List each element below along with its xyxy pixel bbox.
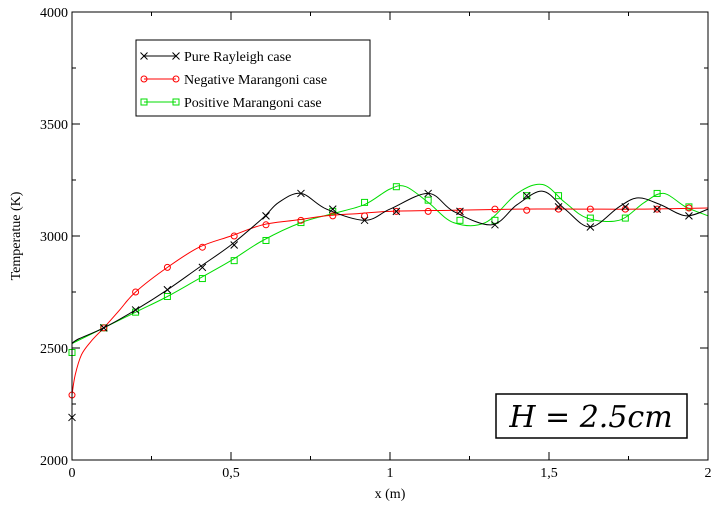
data-point — [522, 191, 531, 200]
data-point — [491, 216, 499, 224]
legend-marker — [140, 75, 148, 83]
series-line — [71, 183, 709, 344]
data-point — [262, 236, 270, 244]
data-point — [361, 198, 369, 206]
data-point — [132, 288, 140, 296]
data-point — [230, 241, 239, 249]
data-point — [456, 216, 464, 224]
legend-item: Pure Rayleigh case — [140, 50, 291, 65]
data-point — [621, 214, 629, 222]
data-point — [163, 285, 172, 294]
data-point — [360, 216, 369, 225]
data-point — [523, 206, 531, 214]
legend-marker — [172, 75, 180, 83]
x-tick-label: 2 — [705, 466, 712, 481]
data-point — [555, 192, 563, 200]
data-point — [392, 207, 400, 215]
data-point — [329, 212, 337, 220]
y-tick-label: 4000 — [40, 6, 68, 21]
x-axis-label: x (m) — [375, 487, 406, 502]
legend-items: Pure Rayleigh case Negative Marangoni cas… — [140, 50, 327, 111]
data-point — [262, 221, 270, 229]
data-point — [424, 196, 432, 204]
data-point — [424, 189, 433, 198]
legend-marker — [172, 98, 180, 106]
data-point — [328, 205, 337, 213]
data-point — [198, 243, 206, 251]
series-layer — [68, 183, 709, 422]
data-point — [163, 263, 171, 271]
annotation-text: H = 2.5cm — [508, 400, 672, 435]
tick-labels: 0 0,5 1 1,5 2 2000 2500 3000 3500 4000 — [40, 6, 712, 481]
tick-marks — [71, 11, 709, 461]
x-tick-label: 1 — [387, 466, 394, 481]
legend: Pure Rayleigh case Negative Marangoni cas… — [135, 39, 371, 117]
data-point — [456, 207, 464, 216]
series-1 — [68, 189, 709, 422]
data-point — [198, 275, 206, 283]
y-tick-label: 3000 — [40, 230, 68, 245]
data-point — [392, 207, 401, 216]
data-point — [163, 292, 171, 300]
legend-label: Negative Marangoni case — [184, 73, 327, 88]
legend-item: Positive Marangoni case — [140, 96, 322, 111]
data-point — [131, 306, 140, 314]
legend-label: Positive Marangoni case — [184, 96, 322, 111]
x-tick-label: 1,5 — [540, 466, 558, 481]
data-point — [685, 204, 693, 212]
data-point — [586, 205, 594, 213]
data-point — [554, 203, 563, 211]
data-point — [555, 205, 563, 213]
data-point — [230, 257, 238, 265]
data-point — [297, 216, 305, 224]
data-point — [685, 211, 693, 220]
data-point — [653, 205, 661, 213]
data-point — [230, 232, 238, 240]
y-tick-label: 2000 — [40, 454, 68, 469]
data-point — [653, 189, 661, 197]
y-tick-label: 2500 — [40, 342, 68, 357]
data-point — [491, 205, 499, 213]
data-point — [653, 205, 661, 213]
legend-marker — [172, 52, 180, 60]
data-point — [621, 203, 630, 211]
legend-label: Pure Rayleigh case — [184, 50, 291, 65]
series-line — [71, 207, 709, 396]
data-point — [361, 212, 369, 220]
y-tick-label: 3500 — [40, 118, 68, 133]
plot-frame — [71, 11, 709, 461]
legend-marker — [140, 52, 148, 60]
legend-box — [135, 39, 371, 117]
y-axis-label: Temperatue (K) — [9, 191, 24, 280]
series-2 — [68, 204, 709, 399]
data-point — [491, 220, 499, 229]
x-tick-label: 0,5 — [222, 466, 240, 481]
data-point — [621, 205, 629, 213]
x-tick-label: 0 — [69, 466, 76, 481]
annotation: H = 2.5cm — [495, 393, 688, 439]
data-point — [586, 214, 594, 222]
data-point — [297, 189, 305, 198]
annotation-box — [495, 393, 688, 439]
data-point — [586, 223, 595, 231]
data-point — [424, 207, 432, 215]
legend-item: Negative Marangoni case — [140, 73, 327, 88]
data-point — [392, 183, 400, 191]
legend-marker — [140, 98, 148, 106]
data-point — [198, 263, 207, 272]
data-point — [100, 324, 108, 332]
data-point — [329, 207, 337, 215]
data-point — [262, 211, 270, 220]
data-point — [99, 323, 108, 332]
